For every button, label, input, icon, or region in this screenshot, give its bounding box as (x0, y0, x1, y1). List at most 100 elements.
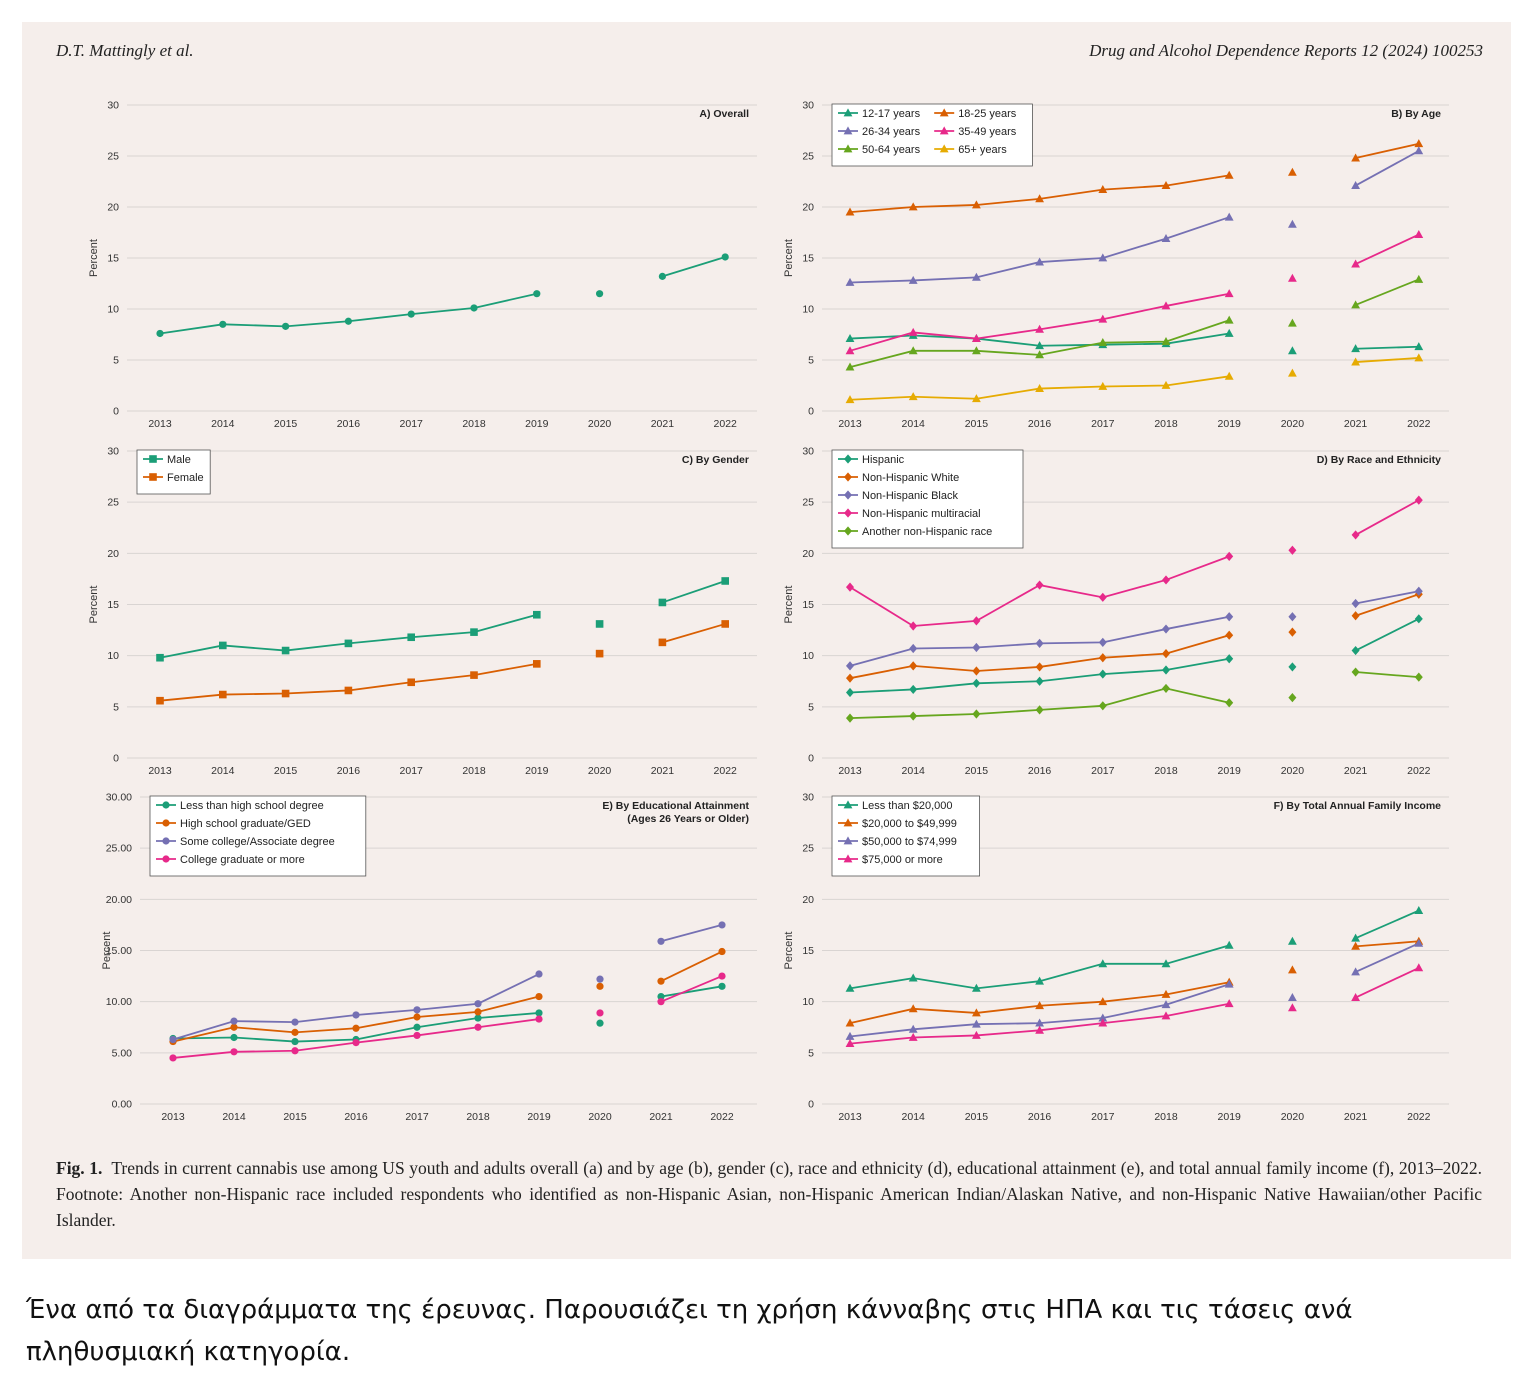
y-tick-label: 0 (808, 406, 814, 418)
data-point (972, 1030, 981, 1039)
greek-note: Ένα από τα διαγράμματα της έρευνας. Παρο… (26, 1295, 1353, 1367)
series-6 (845, 353, 1424, 404)
series-2 (845, 139, 1424, 216)
y-tick-label: 25 (802, 151, 814, 163)
data-point (533, 290, 541, 298)
x-tick-label: 2019 (1218, 418, 1242, 430)
data-point (1288, 273, 1297, 282)
data-point (845, 983, 855, 992)
data-point (1035, 383, 1044, 392)
data-point (1351, 300, 1360, 309)
legend-box (149, 795, 367, 877)
data-point (846, 673, 854, 683)
series-4 (169, 972, 726, 1062)
data-point (1288, 992, 1297, 1001)
x-tick-label: 2018 (466, 1111, 490, 1123)
data-point (1161, 180, 1171, 189)
x-tick-label: 2015 (283, 1111, 307, 1123)
legend-label: Non-Hispanic multiracial (862, 508, 981, 520)
data-point (1225, 630, 1234, 640)
series-line-2013-2019 (159, 613, 538, 659)
legend-label: Hispanic (862, 454, 905, 466)
legend-item: Non-Hispanic multiracial (838, 508, 981, 520)
data-point (291, 1047, 299, 1055)
series-1 (845, 905, 1424, 992)
y-tick-label: 5 (808, 355, 814, 367)
x-tick-label: 2021 (1344, 1111, 1368, 1123)
data-point (1288, 1003, 1297, 1012)
x-tick-label: 2017 (405, 1111, 429, 1123)
data-point (535, 1009, 543, 1017)
data-point (474, 1014, 482, 1022)
y-tick-label: 10.00 (106, 996, 132, 1008)
y-tick-label: 10 (107, 650, 119, 662)
chart-3: 0 5 10 15 20 25 30 Percent 2013 2014 2015 2016 2017 2… (88, 446, 757, 777)
y-tick-label: 0 (808, 753, 814, 765)
data-point (413, 1023, 421, 1031)
y-tick-label: 20 (802, 548, 814, 560)
data-point (845, 346, 855, 355)
series-1 (156, 577, 729, 662)
data-point (470, 671, 478, 679)
legend-marker (162, 855, 170, 863)
x-tick-label: 2015 (965, 765, 989, 777)
y-tick-label: 15 (107, 253, 119, 265)
y-tick-label: 30.00 (106, 792, 132, 804)
x-tick-label: 2020 (1281, 1111, 1305, 1123)
y-tick-label: 10 (802, 996, 814, 1008)
data-point (156, 696, 164, 705)
data-point (1098, 338, 1108, 347)
x-tick-label: 2020 (588, 418, 612, 430)
data-point (718, 982, 726, 990)
chart-6: 0 5 10 15 20 25 30 Percent 2013 2014 2015 2016 2017 2… (783, 792, 1449, 1123)
figure-caption: Fig. 1. Trends in current cannabis use a… (56, 1155, 1482, 1233)
x-tick-label: 2014 (211, 418, 235, 430)
legend-label: $20,000 to $49,999 (862, 818, 957, 830)
x-tick-label: 2013 (838, 1111, 862, 1123)
x-tick-label: 2019 (525, 418, 549, 430)
data-point (219, 320, 227, 328)
x-tick-label: 2013 (838, 418, 862, 430)
legend-label: College graduate or more (180, 854, 305, 866)
y-tick-label: 10 (802, 650, 814, 662)
legend-marker (162, 837, 170, 845)
data-point (1414, 274, 1424, 283)
series-3 (169, 921, 726, 1044)
y-tick-label: 15 (802, 599, 814, 611)
y-tick-label: 15.00 (106, 945, 132, 957)
x-tick-label: 2016 (337, 418, 361, 430)
legend: Hispanic Non-Hispanic White Non-Hispanic B… (831, 449, 1024, 549)
data-point (972, 394, 981, 403)
data-point (1161, 1000, 1171, 1009)
legend: Less than $20,000 $20,000 to $49,999 $50,0… (831, 795, 981, 877)
data-point (1098, 637, 1107, 647)
y-tick-label: 25 (802, 843, 814, 855)
data-point (535, 992, 543, 1001)
data-point (1351, 598, 1360, 609)
data-point (657, 937, 665, 945)
legend: 12-17 years 18-25 years 26-34 years 35-49 y… (831, 103, 1033, 167)
data-point (1351, 180, 1360, 189)
chart-4: 0 5 10 15 20 25 30 Percent 2013 2014 2015 2016 2017 2… (783, 446, 1449, 777)
data-point (1414, 229, 1424, 238)
y-tick-label: 30 (802, 792, 814, 804)
y-tick-label: 15 (107, 599, 119, 611)
data-point (1225, 551, 1234, 562)
x-tick-label: 2021 (649, 1111, 673, 1123)
x-tick-label: 2016 (337, 765, 361, 777)
data-point (596, 982, 604, 990)
legend-marker (843, 144, 853, 153)
data-point (972, 200, 981, 209)
data-point (219, 690, 227, 699)
legend-marker (149, 455, 157, 463)
data-point (1098, 253, 1108, 262)
y-tick-label: 0 (808, 1099, 814, 1111)
chart-1: 0 5 10 15 20 25 30 Percent 2013 2014 2015 2016 2017 2… (88, 100, 757, 430)
data-point (908, 973, 918, 982)
data-point (1414, 905, 1424, 914)
data-point (1351, 153, 1360, 162)
data-point (846, 582, 854, 592)
legend-box (831, 103, 1033, 167)
data-point (1351, 992, 1360, 1001)
